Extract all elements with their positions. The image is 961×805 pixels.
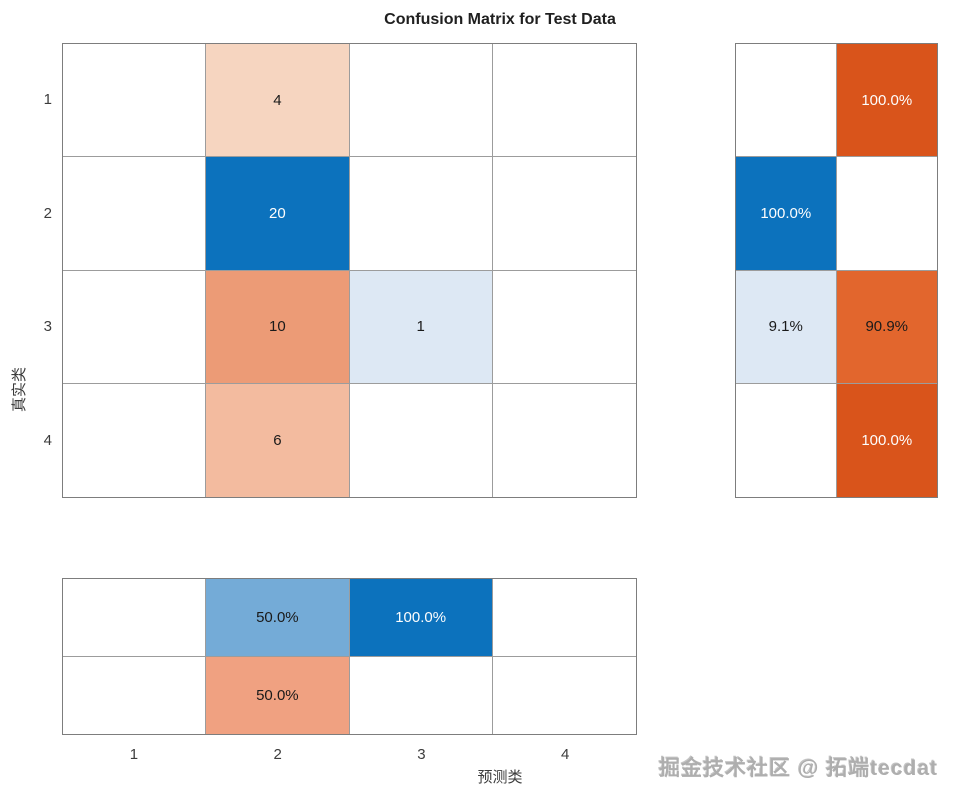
row-summary-cell <box>736 44 837 158</box>
row-summary-cell <box>736 383 837 497</box>
column-summary-cell: 50.0% <box>206 579 350 657</box>
matrix-cell: 4 <box>206 44 350 158</box>
x-axis-label: 预测类 <box>477 769 523 786</box>
column-summary-cell <box>350 656 493 734</box>
y-tick-label: 4 <box>43 432 52 450</box>
matrix-cell <box>492 44 636 158</box>
column-summary-cell: 100.0% <box>349 579 493 657</box>
matrix-cell: 6 <box>206 383 350 497</box>
matrix-cell <box>492 157 636 271</box>
chart-title: Confusion Matrix for Test Data <box>384 11 616 28</box>
row-summary-cell: 100.0% <box>836 383 937 497</box>
matrix-cell <box>63 44 207 158</box>
matrix-cell <box>349 157 493 271</box>
column-summary-cell <box>63 656 207 734</box>
row-summary-cell: 100.0% <box>736 157 837 271</box>
matrix-cell <box>63 270 207 384</box>
row-summary-cell: 90.9% <box>836 270 937 384</box>
row-summary-grid: 100.0% 100.0% 9.1% 90.9% 100.0% <box>735 43 938 498</box>
matrix-cell <box>350 383 493 497</box>
matrix-cell <box>492 271 636 384</box>
matrix-cell: 10 <box>206 270 350 384</box>
y-tick-label: 2 <box>43 204 52 222</box>
matrix-cell <box>63 157 207 271</box>
column-summary-grid: 50.0% 100.0% 50.0% <box>62 578 637 735</box>
y-tick-label: 3 <box>43 318 52 336</box>
x-tick-label: 3 <box>417 746 426 763</box>
x-tick-label: 1 <box>129 746 139 763</box>
column-summary-cell <box>63 579 207 657</box>
matrix-cell: 20 <box>206 157 350 271</box>
y-axis-label: 真实类 <box>10 366 28 412</box>
matrix-cell <box>493 384 636 497</box>
y-axis-label-box: 真实类 <box>6 43 30 735</box>
row-summary-cell: 9.1% <box>736 270 837 384</box>
column-summary-cell: 50.0% <box>206 656 350 734</box>
matrix-cell <box>349 44 493 158</box>
column-summary-cell <box>493 657 636 735</box>
x-tick-label: 4 <box>560 746 570 763</box>
x-tick-label: 2 <box>273 746 282 763</box>
row-summary-cell: 100.0% <box>836 44 937 158</box>
matrix-cell <box>63 383 207 497</box>
matrix-cell: 1 <box>349 270 493 384</box>
watermark: 掘金技术社区 @ 拓端tecdat <box>659 757 938 780</box>
column-summary-cell <box>492 579 636 657</box>
row-summary-cell <box>836 157 937 271</box>
matrix-grid: 4 20 10 1 6 <box>62 43 637 498</box>
y-tick-label: 1 <box>43 90 52 108</box>
